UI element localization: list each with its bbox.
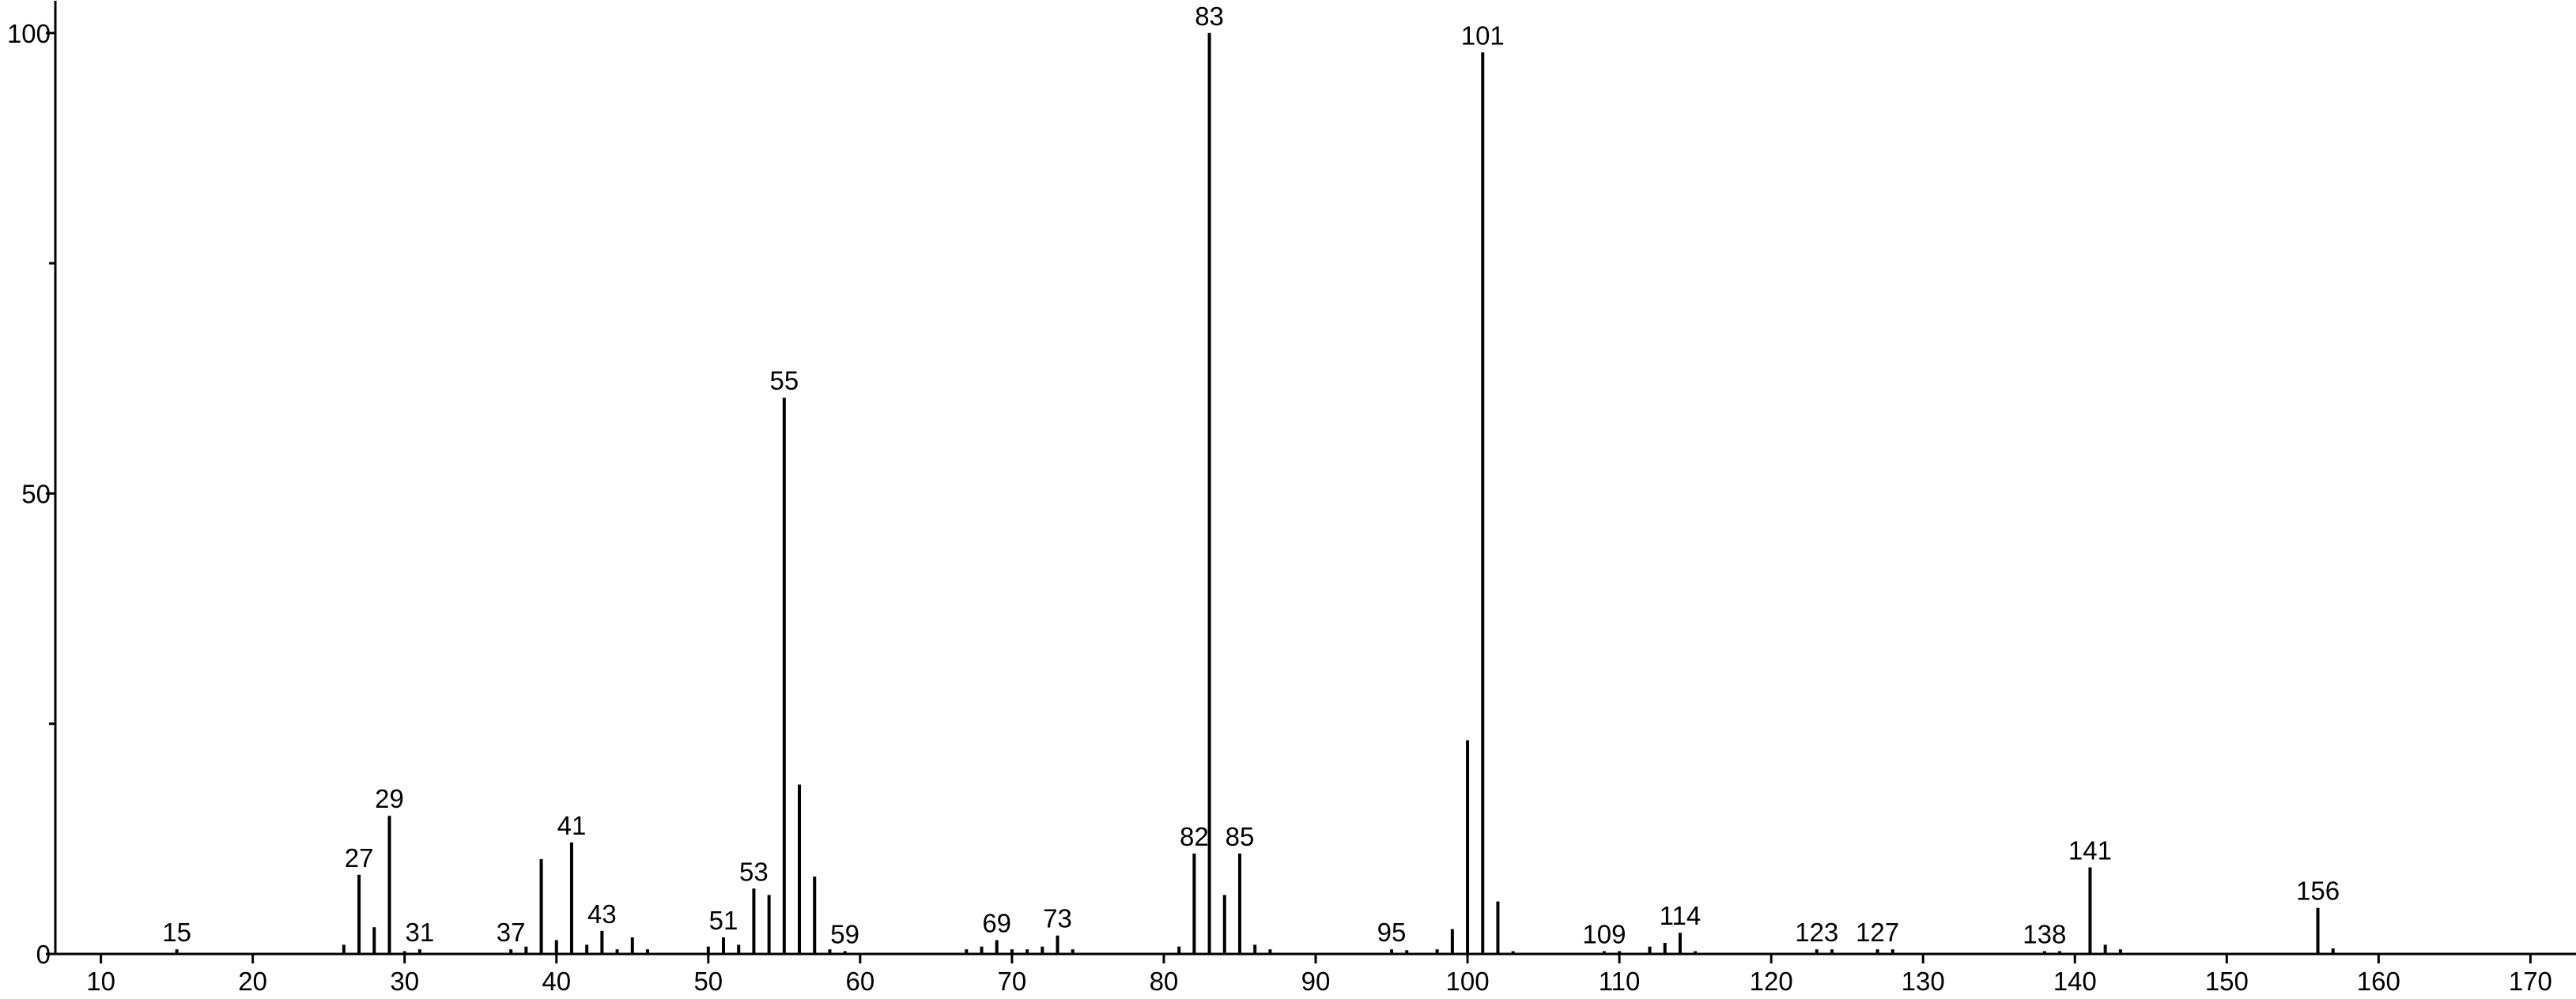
x-tick-label: 20 [238, 967, 267, 996]
x-tick-label: 140 [2053, 967, 2097, 996]
peak-label: 59 [830, 920, 859, 949]
peak-label: 85 [1226, 822, 1255, 851]
peak-label: 82 [1180, 822, 1209, 851]
peak-label: 83 [1195, 2, 1224, 31]
peak-label: 109 [1582, 920, 1626, 949]
x-tick-label: 60 [845, 967, 874, 996]
peak-label: 95 [1377, 918, 1407, 947]
x-tick-label: 160 [2357, 967, 2400, 996]
peak-label: 27 [345, 843, 374, 873]
peak-label: 51 [709, 906, 738, 935]
peak-label: 43 [587, 899, 617, 929]
peak-label: 141 [2068, 835, 2112, 865]
peak-label: 73 [1043, 904, 1072, 933]
y-tick-label: 100 [7, 19, 51, 48]
x-tick-label: 170 [2509, 967, 2552, 996]
x-tick-label: 50 [693, 967, 723, 996]
x-tick-label: 80 [1150, 967, 1179, 996]
x-tick-label: 100 [1446, 967, 1490, 996]
x-tick-label: 40 [542, 967, 571, 996]
peak-label: 53 [739, 857, 769, 886]
x-tick-label: 120 [1750, 967, 1793, 996]
peak-label: 138 [2023, 920, 2066, 949]
peak-label: 123 [1795, 918, 1838, 947]
x-tick-label: 30 [390, 967, 419, 996]
peak-label: 29 [375, 784, 404, 813]
peak-label: 37 [497, 918, 526, 947]
peak-label: 101 [1461, 21, 1505, 50]
x-tick-label: 90 [1301, 967, 1331, 996]
x-tick-label: 150 [2205, 967, 2249, 996]
peak-label: 156 [2296, 876, 2340, 906]
peak-label: 41 [557, 811, 587, 840]
x-tick-label: 10 [86, 967, 115, 996]
x-tick-label: 130 [1902, 967, 1945, 996]
x-tick-label: 70 [998, 967, 1027, 996]
peak-label: 69 [982, 909, 1011, 938]
peak-label: 31 [406, 918, 435, 947]
x-tick-label: 110 [1599, 967, 1641, 996]
y-tick-label: 0 [36, 940, 51, 969]
peak-label: 55 [769, 366, 799, 395]
peak-label: 127 [1856, 918, 1899, 947]
peak-label: 114 [1660, 901, 1702, 930]
y-tick-label: 50 [21, 479, 51, 508]
peak-label: 15 [162, 918, 191, 947]
